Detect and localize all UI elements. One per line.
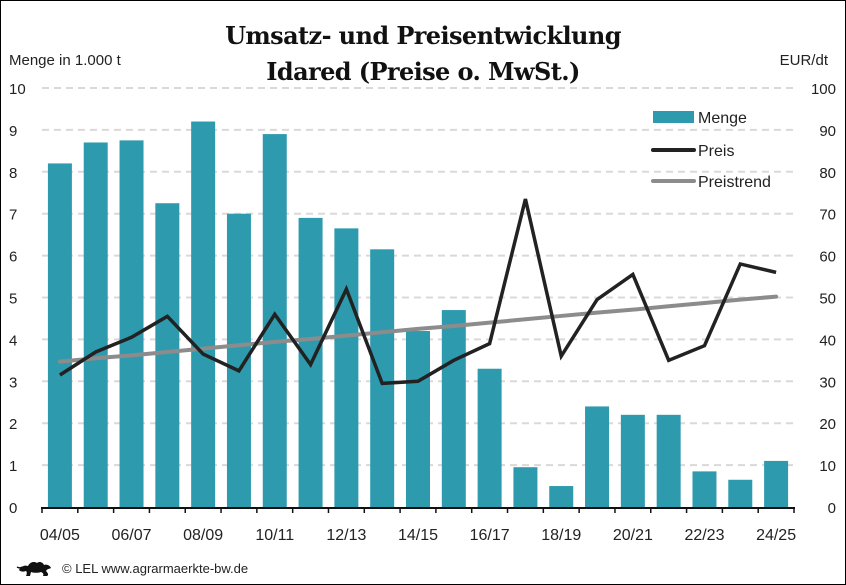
chart-subtitle: Idared (Preise o. MwSt.) xyxy=(266,57,580,86)
bar-10-11 xyxy=(262,134,287,507)
preistrend-line xyxy=(57,294,779,364)
x-tick-label: 06/07 xyxy=(112,527,152,544)
bar-19-20 xyxy=(585,406,610,507)
bar-15-16 xyxy=(441,310,466,507)
bar-22-23 xyxy=(692,471,717,507)
bar-06-07 xyxy=(119,140,144,507)
y2-tick-label: 70 xyxy=(819,207,836,224)
x-tick-label: 18/19 xyxy=(541,527,581,544)
x-tick-label: 16/17 xyxy=(470,527,510,544)
bar-20-21 xyxy=(620,414,645,507)
x-tick-label: 08/09 xyxy=(183,527,223,544)
y-tick-label: 10 xyxy=(9,81,26,98)
lion-logo-icon xyxy=(16,561,51,576)
x-tick-label: 10/11 xyxy=(255,527,294,544)
y2-tick-label: 90 xyxy=(819,123,836,140)
chart-title: Umsatz- und Preisentwicklung xyxy=(225,21,621,50)
x-tick-label: 20/21 xyxy=(613,527,653,544)
bar-14-15 xyxy=(406,331,430,507)
legend-swatch-menge xyxy=(653,111,694,123)
bar-series-menge xyxy=(47,121,789,508)
y-tick-label: 4 xyxy=(9,332,17,349)
x-tick-label: 12/13 xyxy=(326,527,366,544)
bar-17-18 xyxy=(513,467,538,507)
y2-tick-label: 30 xyxy=(819,374,836,391)
y2-axis-title: EUR/dt xyxy=(779,52,828,69)
bar-08-09 xyxy=(191,121,216,508)
bar-18-19 xyxy=(549,486,574,507)
bar-13-14 xyxy=(370,249,395,507)
y2-tick-label: 50 xyxy=(819,291,836,308)
y2-tick-label: 10 xyxy=(819,458,836,475)
bar-07-08 xyxy=(155,203,180,507)
y-tick-label: 0 xyxy=(9,500,17,517)
footer: © LEL www.agrarmaerkte-bw.de xyxy=(16,559,248,577)
y-tick-label: 6 xyxy=(9,249,17,266)
bar-24-25 xyxy=(764,460,789,507)
y-tick-label: 1 xyxy=(9,458,17,475)
y-tick-label: 2 xyxy=(9,416,17,433)
x-tick-label: 22/23 xyxy=(684,527,724,544)
bar-23-24 xyxy=(728,479,753,507)
y-tick-label: 7 xyxy=(9,207,17,224)
y2-tick-label: 0 xyxy=(828,500,836,517)
y2-tick-label: 40 xyxy=(819,332,836,349)
y2-tick-label: 60 xyxy=(819,249,836,266)
x-tick-label: 24/25 xyxy=(756,527,796,544)
y-tick-label: 3 xyxy=(9,374,17,391)
legend-label-preis: Preis xyxy=(698,143,734,160)
y2-tick-label: 80 xyxy=(819,165,836,182)
bar-04-05 xyxy=(47,163,72,508)
x-tick-label: 04/05 xyxy=(40,527,80,544)
x-tick-label: 14/15 xyxy=(398,527,438,544)
y-tick-label: 5 xyxy=(9,291,17,308)
bar-09-10 xyxy=(226,213,251,507)
bar-21-22 xyxy=(656,414,681,507)
bar-05-06 xyxy=(83,142,108,507)
legend: Menge Preis Preistrend xyxy=(651,110,771,191)
legend-label-preistrend: Preistrend xyxy=(698,174,771,191)
y-axis-title: Menge in 1.000 t xyxy=(9,52,121,69)
copyright-credit: © LEL www.agrarmaerkte-bw.de xyxy=(62,560,249,576)
line-series xyxy=(57,198,779,386)
y2-tick-label: 20 xyxy=(819,416,836,433)
bar-16-17 xyxy=(477,368,502,507)
axes xyxy=(41,507,795,513)
legend-label-menge: Menge xyxy=(698,110,747,127)
bar-12-13 xyxy=(334,228,359,508)
y2-tick-label: 100 xyxy=(811,81,836,98)
preis-line xyxy=(58,198,777,386)
y-tick-label: 8 xyxy=(9,165,17,182)
y-tick-label: 9 xyxy=(9,123,17,140)
